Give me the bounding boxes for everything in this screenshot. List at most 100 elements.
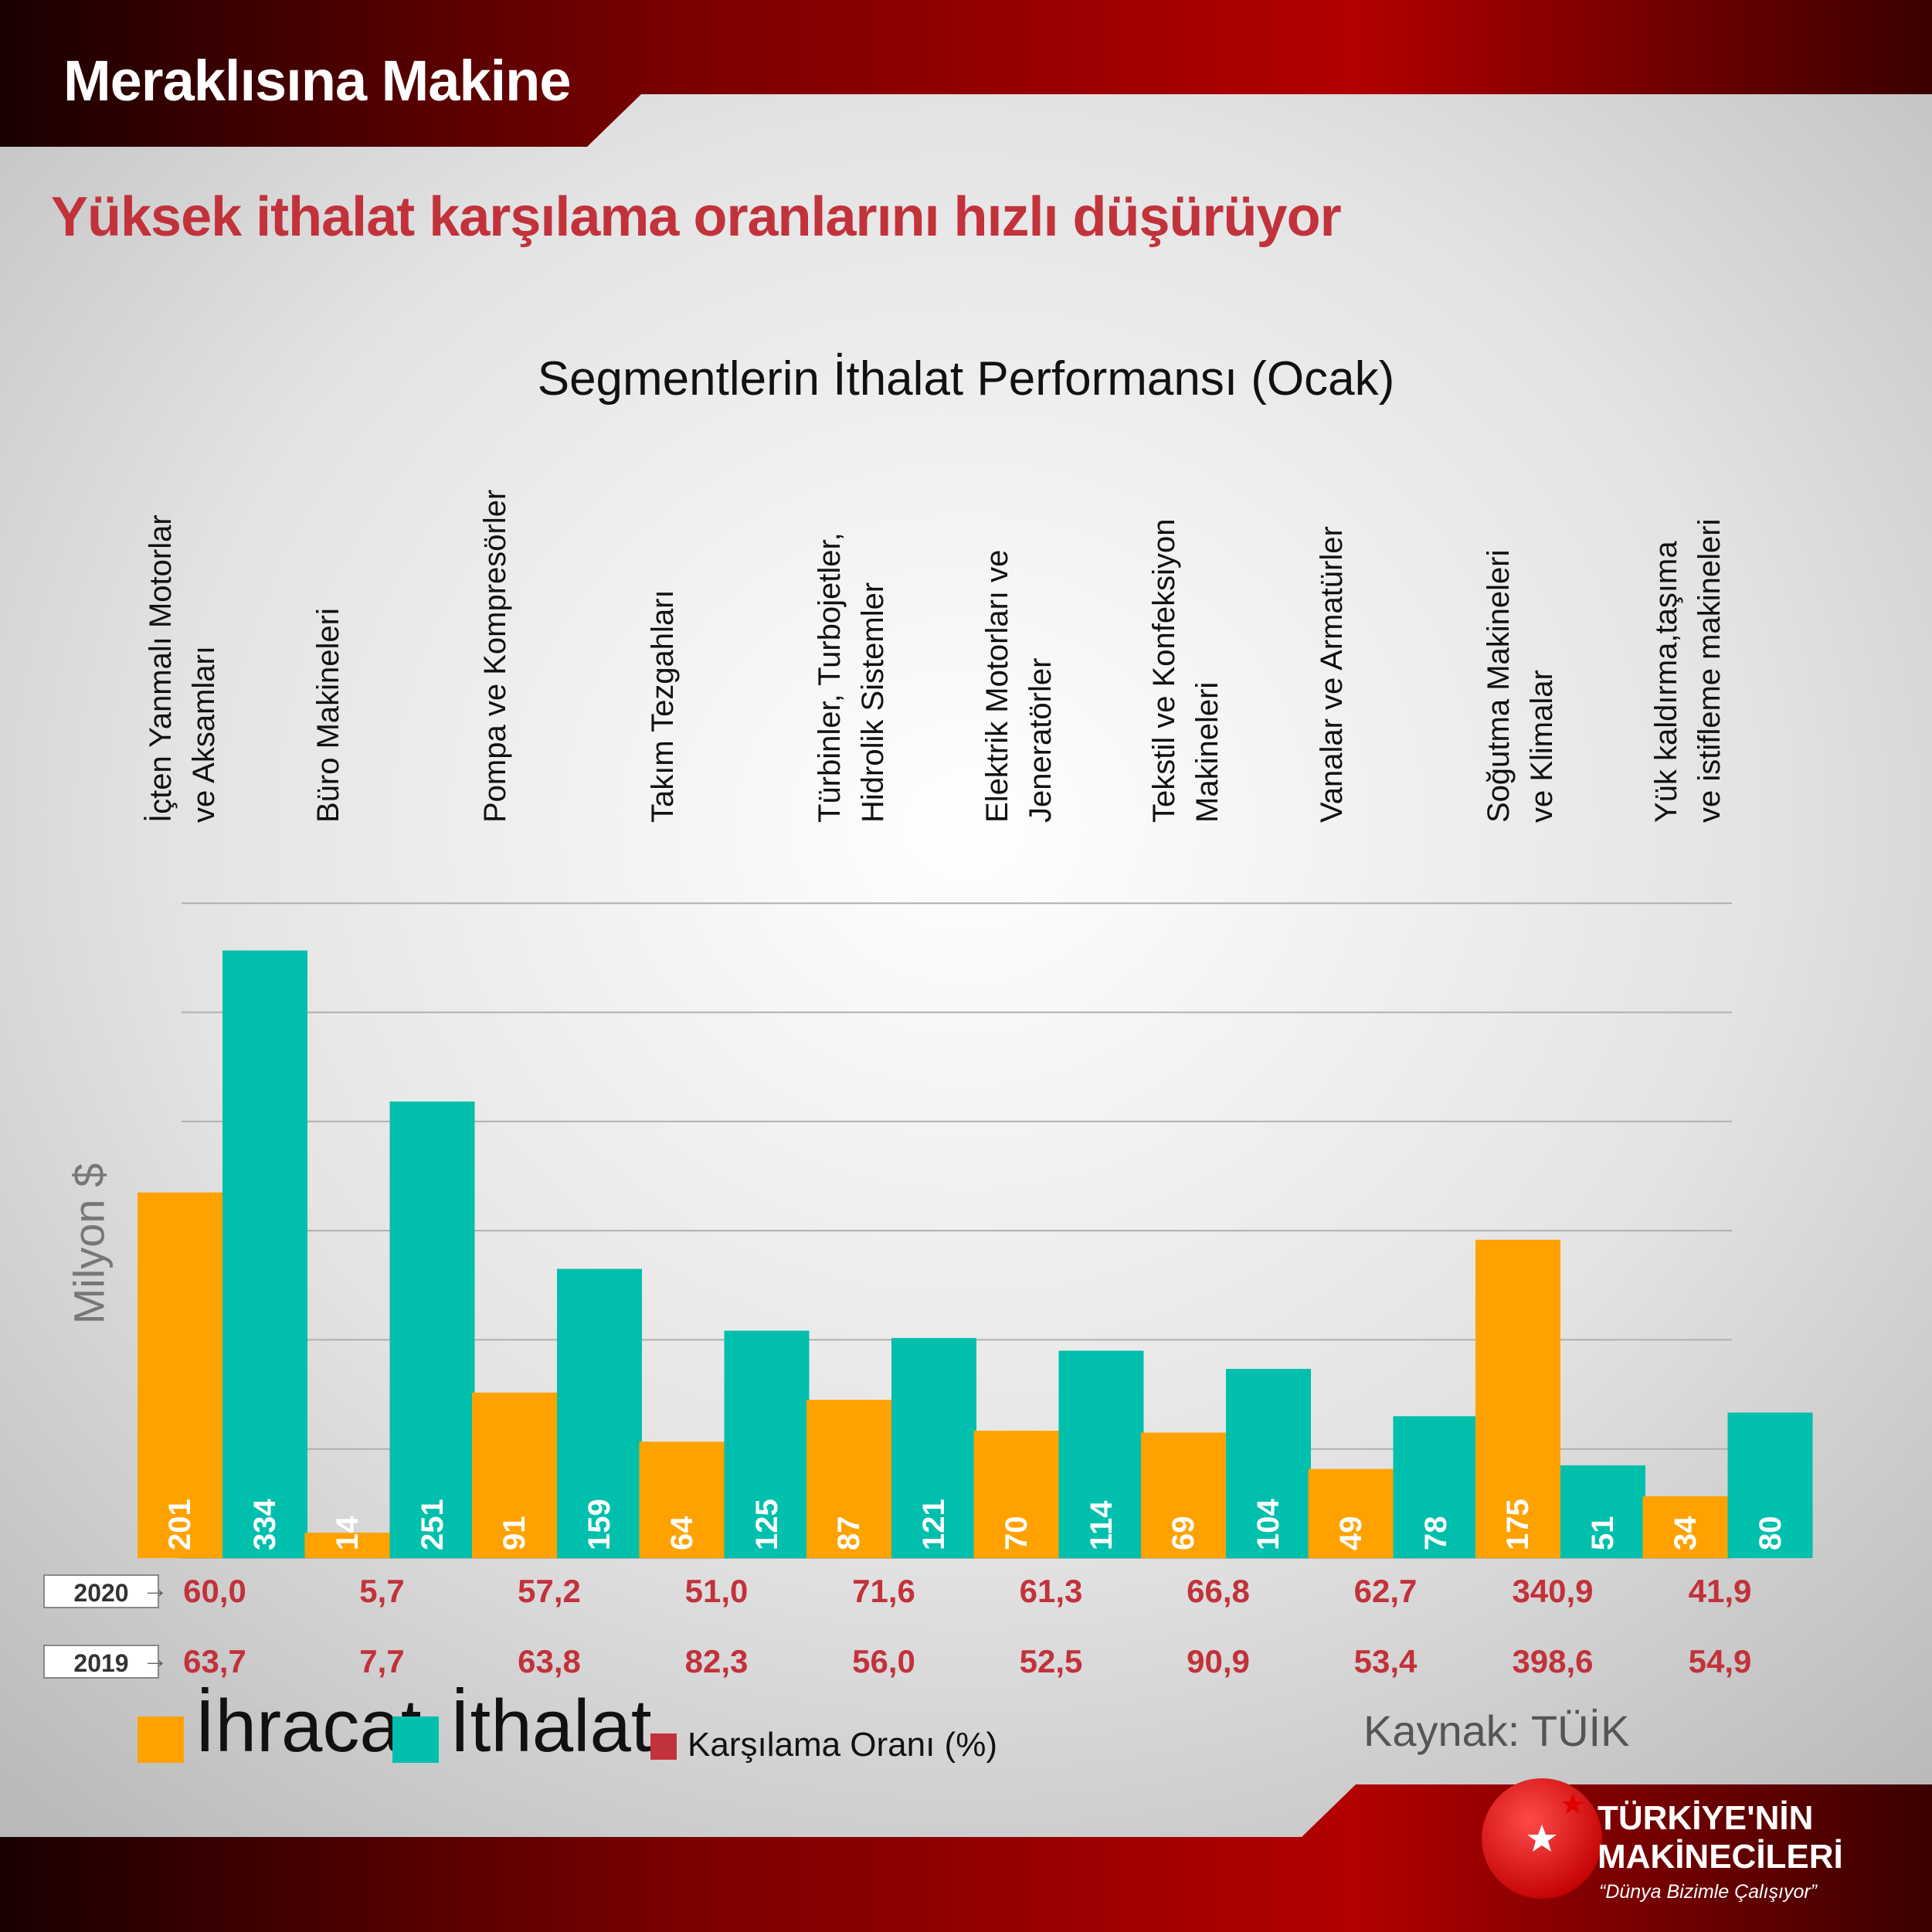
coverage-ratio-value: 60,0 — [183, 1573, 246, 1609]
bar-export — [1141, 1432, 1226, 1558]
category-label-line: Makineleri — [1190, 681, 1224, 823]
bar-value-import: 114 — [1084, 1500, 1119, 1550]
coverage-ratio-value: 62,7 — [1353, 1573, 1418, 1609]
bar-import — [1560, 1465, 1645, 1558]
category-label: Soğutma Makineleri ve Klimalar — [1477, 550, 1564, 823]
legend-label-import: İthalat — [450, 1685, 652, 1767]
legend-swatch-ratio — [650, 1733, 677, 1760]
category-label-line: ve istifleme makineleri — [1692, 518, 1727, 823]
category-label-line: Yük kaldırma,taşıma — [1648, 541, 1683, 823]
bar-value-import: 334 — [248, 1499, 282, 1550]
coverage-ratio-value: 90,9 — [1187, 1643, 1250, 1679]
category-label-line: İçten Yanmalı Motorlar — [144, 514, 178, 823]
legend-swatch-export — [138, 1716, 184, 1763]
category-label-line: Büro Makineleri — [311, 608, 345, 823]
category-label-line: Vanalar ve Armatürler — [1314, 526, 1349, 823]
bar-value-export: 70 — [999, 1516, 1034, 1551]
coverage-ratio-value: 56,0 — [852, 1643, 915, 1679]
coverage-ratio-value: 61,3 — [1019, 1573, 1083, 1609]
bar-value-import: 159 — [582, 1499, 616, 1550]
category-label: Elektrik Motorları ve Jeneratörler — [976, 550, 1062, 823]
bar-import — [1058, 1350, 1144, 1558]
bar-import — [389, 1101, 475, 1558]
logo-slogan: “Dünya Bizimle Çalışıyor” — [1599, 1881, 1818, 1903]
bar-value-export: 14 — [330, 1516, 365, 1551]
bar-import — [557, 1268, 642, 1558]
bar-export — [472, 1392, 557, 1558]
coverage-ratio-value: 340,9 — [1512, 1573, 1594, 1609]
category-label-line: Pompa ve Kompresörler — [478, 489, 512, 823]
category-label-line: Elektrik Motorları ve — [980, 549, 1014, 823]
bar-export — [973, 1431, 1059, 1558]
bar-value-import: 121 — [917, 1499, 951, 1550]
arrow-icon: → — [142, 1645, 168, 1674]
category-label: Büro Makineleri — [307, 608, 350, 823]
coverage-ratio-value: 52,5 — [1019, 1643, 1083, 1679]
bar-value-export: 91 — [497, 1516, 531, 1551]
headline: Yüksek ithalat karşılama oranlarını hızl… — [51, 186, 1342, 248]
small-star-icon — [1562, 1794, 1584, 1814]
bar-import — [1393, 1416, 1479, 1558]
category-label-line: Türbinler, Turbojetler, — [813, 532, 847, 823]
bar-import — [1226, 1369, 1311, 1558]
legend-label-export: İhracat — [195, 1685, 422, 1767]
coverage-ratio-value: 7,7 — [359, 1643, 405, 1679]
bar-export — [1642, 1496, 1728, 1558]
category-label-line: ve Klimalar — [1525, 670, 1559, 823]
coverage-ratio-value: 63,8 — [518, 1643, 581, 1679]
logo-line1: TÜRKİYE'NİN — [1598, 1799, 1814, 1837]
source-note: Kaynak: TÜİK — [1363, 1706, 1630, 1755]
bar-value-import: 251 — [415, 1499, 450, 1550]
coverage-ratio-value: 398,6 — [1512, 1643, 1594, 1679]
legend-swatch-import — [392, 1716, 439, 1763]
chart-title: Segmentlerin İthalat Performansı (Ocak) — [537, 352, 1395, 406]
bar-value-export: 64 — [664, 1516, 699, 1551]
category-label-line: Soğutma Makineleri — [1482, 549, 1516, 823]
bar-import — [1727, 1412, 1813, 1558]
category-label: Türbinler, Turbojetler, Hidrolik Sistemle… — [808, 532, 895, 823]
bar-value-import: 80 — [1753, 1516, 1788, 1551]
bars — [138, 950, 1813, 1558]
coverage-ratio-value: 54,9 — [1688, 1643, 1752, 1679]
category-label: Takım Tezgahları — [641, 589, 684, 823]
coverage-ratio-value: 51,0 — [684, 1573, 749, 1609]
coverage-ratio-value: 66,8 — [1187, 1573, 1250, 1609]
category-label: İçten Yanmalı Motorlar ve Aksamları — [139, 514, 226, 823]
category-label-line: ve Aksamları — [187, 646, 221, 823]
bar-export — [806, 1400, 891, 1558]
coverage-ratio-value: 41,9 — [1688, 1573, 1752, 1609]
bar-export — [1475, 1239, 1560, 1558]
bar-import — [724, 1330, 810, 1558]
category-label: Vanalar ve Armatürler — [1310, 526, 1353, 823]
bar-value-export: 49 — [1333, 1516, 1368, 1551]
coverage-ratio-value: 5,7 — [359, 1573, 405, 1609]
bar-value-export: 34 — [1668, 1516, 1703, 1551]
category-label: Yük kaldırma,taşıma ve istifleme makinele… — [1645, 519, 1731, 823]
bar-value-export: 201 — [163, 1499, 197, 1550]
bar-import — [891, 1338, 976, 1558]
bar-value-export: 69 — [1166, 1516, 1200, 1551]
coverage-ratio-value: 53,4 — [1353, 1643, 1418, 1679]
bar-value-import: 78 — [1418, 1516, 1453, 1551]
category-label-line: Takım Tezgahları — [645, 589, 680, 823]
year-chip: 2020 — [43, 1574, 159, 1608]
bar-value-import: 104 — [1251, 1499, 1285, 1550]
bar-value-export: 175 — [1501, 1499, 1535, 1550]
category-label: Pompa ve Kompresörler — [474, 490, 517, 823]
coverage-ratio-value: 71,6 — [852, 1573, 915, 1609]
bar-value-export: 87 — [832, 1516, 866, 1551]
bar-export — [304, 1533, 390, 1558]
category-label-line: Hidrolik Sistemler — [856, 582, 890, 823]
coverage-ratio-value: 57,2 — [518, 1573, 581, 1609]
year-chip: 2019 — [43, 1645, 159, 1679]
category-label: Tekstil ve Konfeksiyon Makineleri — [1143, 518, 1229, 823]
bar-export — [1308, 1469, 1394, 1558]
brand-title: Meraklısına Makine — [63, 49, 572, 113]
bar-value-import: 125 — [749, 1499, 784, 1550]
y-axis-label: Milyon $ — [64, 1163, 114, 1325]
arrow-icon: → — [142, 1574, 168, 1604]
bar-import — [222, 950, 307, 1558]
legend-label-ratio: Karşılama Oranı (%) — [688, 1726, 997, 1764]
category-label-line: Jeneratörler — [1023, 657, 1058, 823]
